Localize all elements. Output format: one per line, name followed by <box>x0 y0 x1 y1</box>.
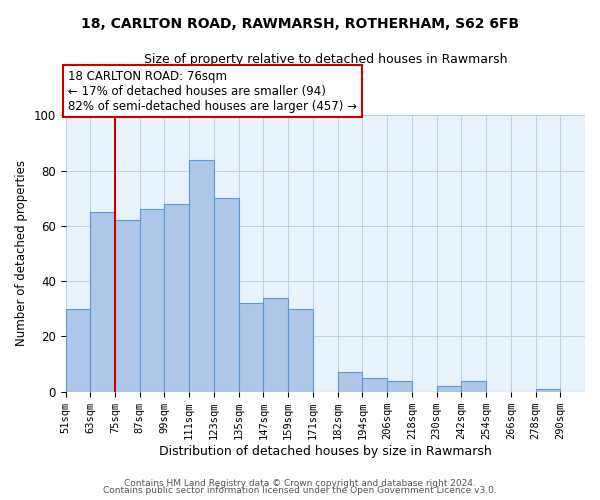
Bar <box>239 304 263 392</box>
Bar <box>536 389 560 392</box>
Y-axis label: Number of detached properties: Number of detached properties <box>15 160 28 346</box>
Bar <box>338 372 362 392</box>
Bar <box>461 380 486 392</box>
Bar <box>288 309 313 392</box>
Bar <box>189 160 214 392</box>
Bar <box>164 204 189 392</box>
Text: Contains HM Land Registry data © Crown copyright and database right 2024.: Contains HM Land Registry data © Crown c… <box>124 478 476 488</box>
Bar <box>437 386 461 392</box>
Text: Contains public sector information licensed under the Open Government Licence v3: Contains public sector information licen… <box>103 486 497 495</box>
Title: Size of property relative to detached houses in Rawmarsh: Size of property relative to detached ho… <box>143 52 507 66</box>
Bar <box>362 378 387 392</box>
Bar <box>115 220 140 392</box>
X-axis label: Distribution of detached houses by size in Rawmarsh: Distribution of detached houses by size … <box>159 444 491 458</box>
Bar <box>263 298 288 392</box>
Text: 18, CARLTON ROAD, RAWMARSH, ROTHERHAM, S62 6FB: 18, CARLTON ROAD, RAWMARSH, ROTHERHAM, S… <box>81 18 519 32</box>
Bar <box>140 210 164 392</box>
Bar <box>387 380 412 392</box>
Bar <box>90 212 115 392</box>
Text: 18 CARLTON ROAD: 76sqm
← 17% of detached houses are smaller (94)
82% of semi-det: 18 CARLTON ROAD: 76sqm ← 17% of detached… <box>68 70 357 112</box>
Bar <box>65 309 90 392</box>
Bar <box>214 198 239 392</box>
